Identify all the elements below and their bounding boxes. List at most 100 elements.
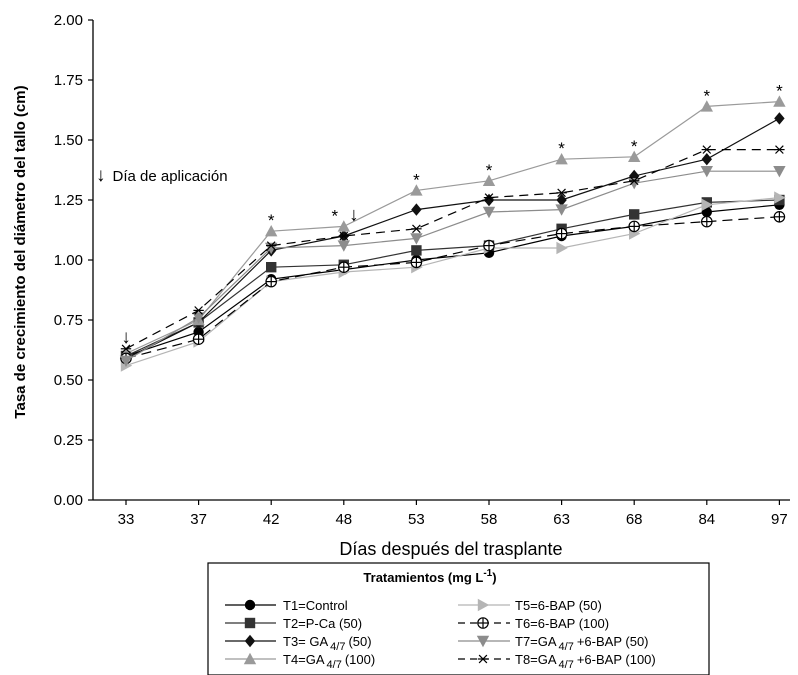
legend-marker [477,598,490,612]
data-point [411,245,422,256]
series-2 [120,194,785,362]
data-point [119,355,133,367]
data-point [483,193,495,207]
legend-title: Tratamientos (mg L-1) [363,568,496,585]
significance-star: * [331,206,338,225]
series-line [125,204,780,357]
legend-marker [477,617,489,629]
series-8 [120,145,785,354]
legend-label: T3= GA 4/7 (50) [283,634,372,653]
series-line [125,197,780,367]
data-point [773,95,786,107]
data-point [628,220,640,233]
x-tick-label: 42 [263,511,280,528]
data-point [555,227,568,240]
legend-label-main: T8=GA [515,652,557,667]
data-point [410,256,423,269]
data-point [193,306,204,315]
data-point [628,178,641,190]
data-point [701,198,713,211]
y-tick-label: 0.50 [54,372,83,389]
y-tick-label: 0.75 [54,312,83,329]
legend-items: T1=Control T2=P-Ca (50) T3= GA 4/7 (50)T4=GA… [225,598,656,671]
data-point [774,112,785,125]
data-point [700,100,713,112]
note-arrow: ↓ [96,165,106,186]
series-line [125,170,780,362]
significance-star: * [703,86,710,105]
x-axis-label: Días después del trasplante [339,539,562,559]
data-point [555,204,568,216]
legend-label-sub: 4/7 [559,659,574,671]
data-point [774,191,786,204]
data-point [410,233,423,245]
data-point [265,225,278,237]
y-tick-label: 1.75 [54,72,83,89]
series-5 [120,191,786,372]
series-1 [120,199,785,362]
legend-label-main: T1=Control [283,598,348,613]
series-line [125,216,780,359]
data-point [773,166,786,178]
legend-item-7: T7=GA 4/7 +6-BAP (50) [458,634,649,653]
data-point [700,215,713,228]
data-point [556,188,567,198]
legend-item-8: T8=GA 4/7 +6-BAP (100) [458,652,656,671]
data-point [555,153,568,165]
data-point [411,203,422,216]
data-point [701,145,712,154]
data-point [774,145,785,154]
plot-area [119,95,786,372]
x-tick-label: 33 [118,511,135,528]
x-tick-label: 37 [190,511,207,528]
data-point [120,344,132,354]
y-tick-label: 1.50 [54,132,83,149]
data-point [773,211,786,223]
data-point [411,224,422,234]
legend-label-sub: 4/7 [330,641,345,653]
application-arrow: ↓ [349,204,359,225]
data-point [629,169,640,183]
legend-marker [244,617,256,629]
y-tick-label: 2.00 [54,12,83,29]
legend-label: T8=GA 4/7 +6-BAP (100) [515,652,656,671]
legend-label-main: T3= GA [283,634,328,649]
y-tick-label: 0.00 [54,492,83,509]
series-line [125,117,780,359]
legend-label: T2=P-Ca (50) [283,616,362,631]
legend-label-tail: (100) [345,652,375,667]
tick-labels: 0.00 0.25 0.50 0.75 1.00 1.25 1.50 1.75 2.00 33 37… [54,12,788,528]
legend-label: T7=GA 4/7 +6-BAP (50) [515,634,649,653]
data-point [337,240,350,252]
data-point [483,239,495,252]
legend-label: T6=6-BAP (100) [515,616,609,631]
significance-star: * [268,211,275,230]
significance-star: * [558,139,565,158]
legend-label-main: T4=GA [283,652,325,667]
legend-title-sup: -1 [483,568,492,579]
data-point [192,312,205,324]
legend-label-main: T7=GA [515,634,557,649]
note-text: Día de aplicación [113,168,228,185]
legend-marker [477,654,489,664]
legend-marker [244,599,256,611]
legend-label: T5=6-BAP (50) [515,598,602,613]
data-point [701,153,712,166]
x-tick-label: 53 [408,511,425,528]
legend-title-text: Tratamientos (mg L [363,570,483,585]
data-point [266,241,277,250]
legend-label-sub: 4/7 [559,641,574,653]
data-point [192,333,205,345]
series-line [125,199,780,357]
data-point [338,231,349,241]
series-6 [120,211,786,365]
series-3 [120,112,785,365]
data-point [629,209,640,220]
data-point [265,275,277,288]
data-point [556,241,568,255]
application-day-note: ↓ Día de aplicación [96,165,228,186]
legend-box [207,562,710,675]
data-point [483,193,495,202]
legend-label-tail: +6-BAP (50) [577,634,649,649]
x-tick-label: 58 [481,511,498,528]
